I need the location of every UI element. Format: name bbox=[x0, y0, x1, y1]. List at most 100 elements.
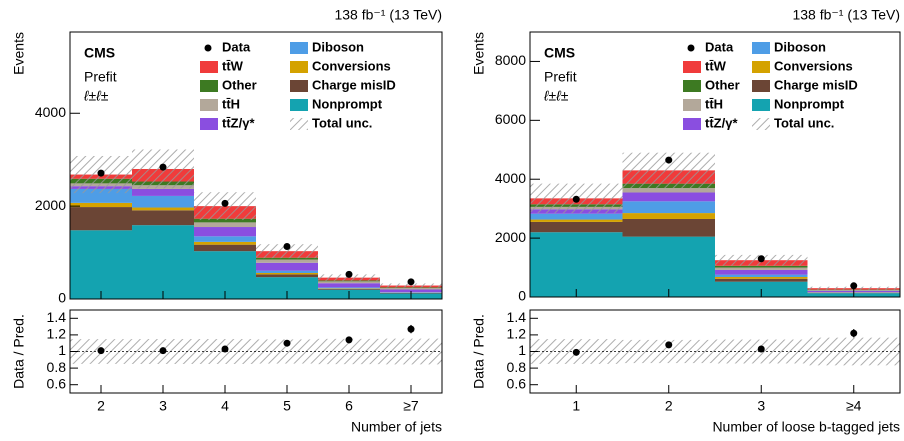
legend-label: Nonprompt bbox=[774, 96, 845, 111]
x-tick-label: 2 bbox=[665, 398, 673, 414]
stack-segment bbox=[622, 192, 715, 202]
stack-segment bbox=[622, 218, 715, 237]
lumi: 138 fb⁻¹ (13 TeV) bbox=[792, 7, 900, 23]
stack-segment bbox=[715, 278, 808, 282]
data-point bbox=[407, 278, 415, 286]
data-point bbox=[221, 199, 229, 207]
data-point bbox=[283, 243, 291, 251]
stack-segment bbox=[318, 288, 380, 290]
stack-segment bbox=[318, 280, 380, 282]
legend-marker bbox=[290, 118, 308, 130]
legend-marker bbox=[752, 80, 770, 92]
y-tick-label: 0 bbox=[58, 290, 66, 306]
legend-label: Nonprompt bbox=[312, 96, 383, 111]
y-axis-label: Events bbox=[11, 32, 27, 75]
y-tick-label: 4000 bbox=[35, 104, 66, 120]
ratio-y-tick-label: 1.4 bbox=[507, 309, 527, 325]
stack-segment bbox=[380, 289, 442, 293]
data-point bbox=[757, 255, 765, 263]
stack-segment bbox=[380, 288, 442, 290]
x-tick-label: 1 bbox=[572, 398, 580, 414]
data-point bbox=[850, 282, 858, 290]
legend-label: Other bbox=[222, 77, 257, 92]
y-tick-label: 6000 bbox=[495, 111, 526, 127]
legend-label: Total unc. bbox=[312, 115, 372, 130]
legend-marker bbox=[290, 42, 308, 54]
legend-marker bbox=[687, 44, 695, 52]
stack-segment bbox=[70, 202, 132, 208]
x-tick-label: 3 bbox=[159, 398, 167, 414]
legend-label: tt̄Z/γ* bbox=[222, 115, 255, 130]
stack-segment bbox=[530, 232, 623, 297]
ratio-y-tick-label: 0.6 bbox=[47, 375, 67, 391]
legend-marker bbox=[752, 61, 770, 73]
x-tick-label: 4 bbox=[221, 398, 229, 414]
stack-segment bbox=[622, 201, 715, 214]
stack-segment bbox=[380, 287, 442, 289]
ratio-y-tick-label: 1 bbox=[518, 342, 526, 358]
y-axis-label: Events bbox=[471, 32, 487, 75]
ratio-point bbox=[407, 325, 415, 333]
legend-label: Diboson bbox=[312, 39, 364, 54]
status: Prefit bbox=[84, 69, 117, 85]
unc-band bbox=[256, 244, 318, 259]
stack-segment bbox=[318, 281, 380, 284]
ratio-point bbox=[572, 348, 580, 356]
region: ℓ±ℓ± bbox=[83, 88, 109, 104]
stack-segment bbox=[132, 188, 194, 196]
ratio-point bbox=[97, 347, 105, 355]
stack-segment bbox=[256, 257, 318, 260]
lumi: 138 fb⁻¹ (13 TeV) bbox=[334, 7, 442, 23]
stack-segment bbox=[194, 236, 256, 242]
legend-marker bbox=[683, 61, 701, 73]
y-tick-label: 2000 bbox=[495, 229, 526, 245]
stack-segment bbox=[132, 210, 194, 226]
x-axis-label: Number of jets bbox=[351, 419, 442, 435]
data-point bbox=[345, 270, 353, 278]
stack-segment bbox=[622, 213, 715, 219]
legend-label: tt̄H bbox=[705, 96, 723, 111]
stack-segment bbox=[194, 244, 256, 252]
stack-segment bbox=[715, 267, 808, 270]
status: Prefit bbox=[544, 69, 577, 85]
ratio-point bbox=[757, 345, 765, 353]
ratio-y-tick-label: 1 bbox=[58, 342, 66, 358]
legend-label: Other bbox=[705, 77, 740, 92]
legend-marker bbox=[752, 118, 770, 130]
ratio-y-tick-label: 1.2 bbox=[507, 326, 527, 342]
legend-label: tt̄H bbox=[222, 96, 240, 111]
stack-segment bbox=[132, 207, 194, 211]
legend-label: tt̄Z/γ* bbox=[705, 115, 738, 130]
stack-segment bbox=[194, 218, 256, 223]
stack-segment bbox=[318, 283, 380, 288]
x-tick-label: 5 bbox=[283, 398, 291, 414]
stack-segment bbox=[70, 207, 132, 231]
ratio-y-tick-label: 0.8 bbox=[47, 359, 67, 375]
legend-label: Diboson bbox=[774, 39, 826, 54]
legend-label: Charge misID bbox=[774, 77, 858, 92]
stack-segment bbox=[622, 188, 715, 193]
ratio-y-tick-label: 1.4 bbox=[47, 309, 67, 325]
stack-segment bbox=[715, 269, 808, 275]
legend-label: Total unc. bbox=[774, 115, 834, 130]
ratio-y-tick-label: 1.2 bbox=[47, 326, 67, 342]
legend-marker bbox=[204, 44, 212, 52]
legend-label: Conversions bbox=[774, 58, 853, 73]
stack-segment bbox=[530, 213, 623, 220]
y-tick-label: 4000 bbox=[495, 170, 526, 186]
legend-marker bbox=[683, 118, 701, 130]
stack-segment bbox=[194, 227, 256, 237]
data-point bbox=[97, 169, 105, 177]
legend-marker bbox=[290, 99, 308, 111]
stack-segment bbox=[530, 219, 623, 222]
plot-frame bbox=[529, 31, 901, 298]
ratio-axis-label: Data / Pred. bbox=[471, 314, 487, 389]
x-tick-label: 6 bbox=[345, 398, 353, 414]
ratio-y-tick-label: 0.8 bbox=[507, 359, 527, 375]
plot-frame bbox=[69, 31, 443, 300]
legend-marker bbox=[683, 80, 701, 92]
legend-marker bbox=[752, 42, 770, 54]
legend-label: Data bbox=[705, 39, 734, 54]
legend-marker bbox=[290, 61, 308, 73]
